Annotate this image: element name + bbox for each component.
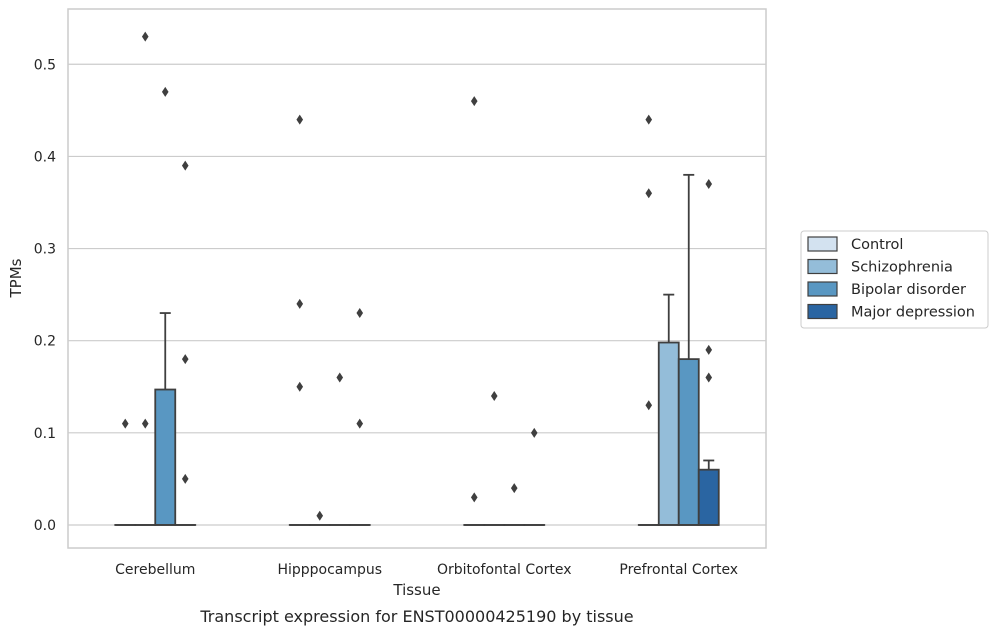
outlier-point <box>181 354 189 365</box>
legend-label: Schizophrenia <box>851 260 953 276</box>
y-tick-label: 0.2 <box>34 334 56 350</box>
legend-swatch <box>807 281 838 297</box>
x-tick-label: Orbitofontal Cortex <box>437 562 572 578</box>
outlier-point <box>645 188 653 199</box>
outlier-point <box>490 390 498 401</box>
legend-swatch <box>807 303 838 320</box>
outlier-point <box>356 308 364 319</box>
box <box>677 358 700 526</box>
chart-caption: Transcript expression for ENST0000042519… <box>199 607 633 626</box>
y-tick-label: 0.5 <box>34 57 56 73</box>
outlier-point <box>356 418 364 429</box>
x-tick-labels: Cerebellum Hipppocampus Orbitofontal Corte… <box>115 562 738 578</box>
outlier-point <box>141 418 149 429</box>
outlier-point <box>141 31 149 42</box>
x-tick-label: Cerebellum <box>115 562 195 578</box>
outlier-point <box>705 372 713 383</box>
legend-frame <box>800 230 989 329</box>
box <box>154 388 177 526</box>
outlier-point <box>470 96 478 107</box>
outlier-point <box>510 483 518 494</box>
series-group <box>154 86 700 526</box>
outlier-point <box>705 179 713 190</box>
y-tick-label: 0.1 <box>34 426 56 442</box>
legend: Control Schizophrenia Bipolar disorder Majo… <box>800 230 989 329</box>
outlier-point <box>121 418 129 429</box>
y-tick-label: 0.3 <box>34 242 56 258</box>
outlier-point <box>161 86 169 97</box>
outlier-point <box>645 114 653 125</box>
outlier-point <box>705 344 713 355</box>
outlier-point <box>296 114 304 125</box>
box <box>697 468 720 526</box>
y-axis-title: TPMs <box>7 258 25 298</box>
legend-label: Bipolar disorder <box>851 282 966 298</box>
box <box>657 341 680 526</box>
outlier-point <box>296 381 304 392</box>
outlier-point <box>645 400 653 411</box>
box-plot-marks <box>114 31 720 526</box>
outlier-point <box>316 510 324 521</box>
outlier-point <box>296 298 304 309</box>
outlier-point <box>470 492 478 503</box>
outlier-point <box>530 427 538 438</box>
legend-label: Major depression <box>851 305 975 321</box>
outlier-point <box>336 372 344 383</box>
y-tick-label: 0.4 <box>34 149 56 165</box>
outlier-point <box>181 473 189 484</box>
outlier-point <box>181 160 189 171</box>
y-tick-labels: 0.0 0.1 0.2 0.3 0.4 0.5 <box>34 57 56 534</box>
y-tick-label: 0.0 <box>34 518 56 534</box>
legend-label: Control <box>851 237 903 253</box>
x-tick-label: Hipppocampus <box>277 562 382 578</box>
series-group <box>174 160 720 526</box>
x-axis-title: Tissue <box>392 581 440 599</box>
legend-swatch <box>807 258 838 275</box>
plot-frame <box>67 8 767 549</box>
x-tick-label: Prefrontal Cortex <box>619 562 738 578</box>
legend-swatch <box>807 236 838 252</box>
